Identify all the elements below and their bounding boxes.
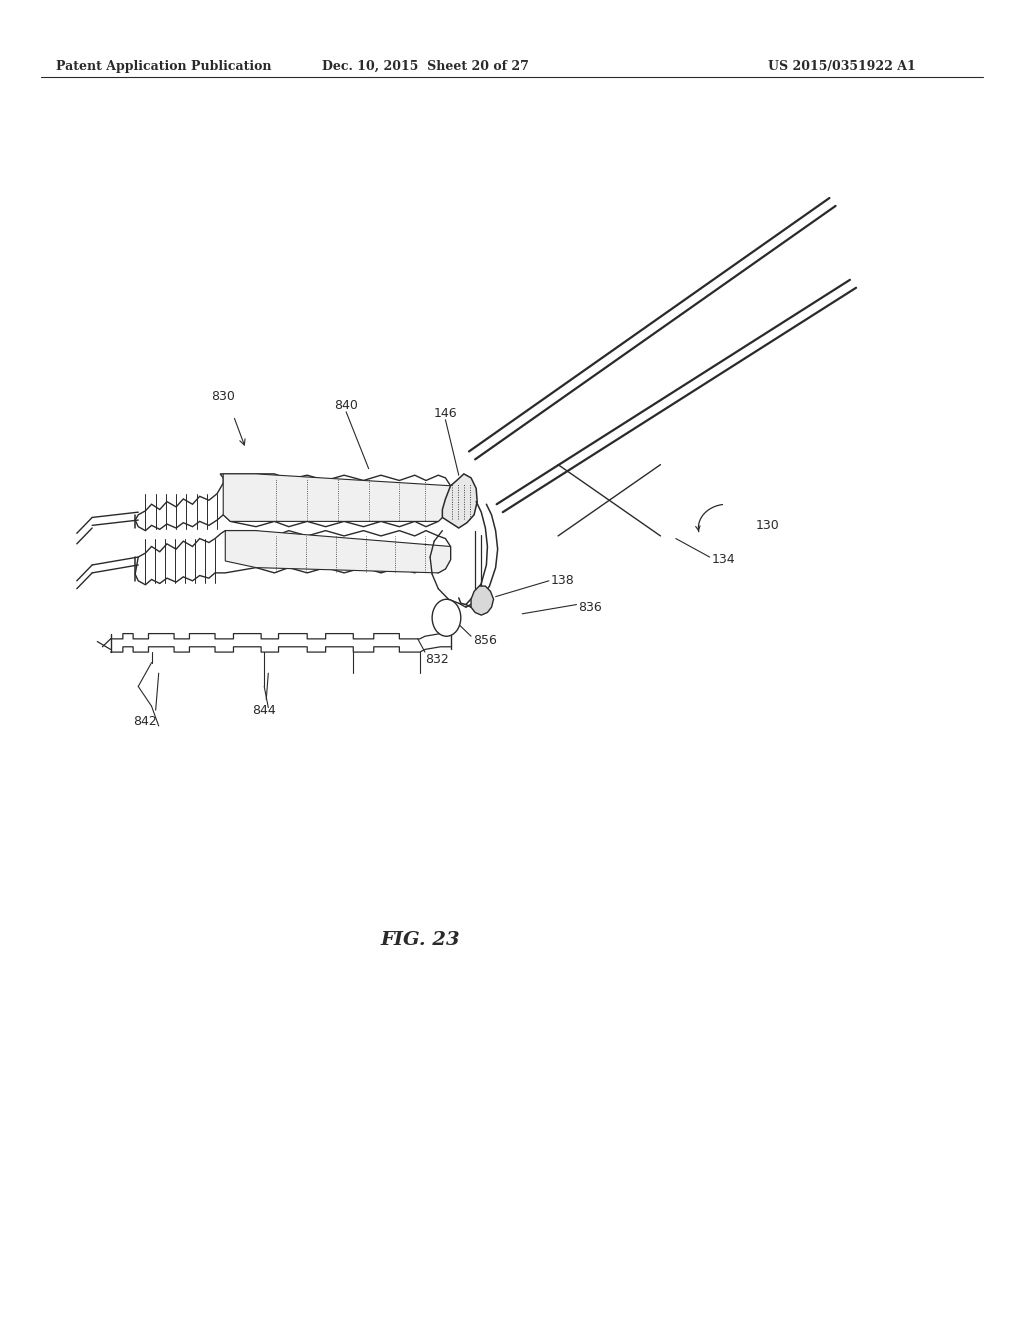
Polygon shape bbox=[223, 474, 451, 521]
Polygon shape bbox=[442, 474, 477, 528]
Text: 856: 856 bbox=[473, 634, 497, 647]
Text: Dec. 10, 2015  Sheet 20 of 27: Dec. 10, 2015 Sheet 20 of 27 bbox=[322, 59, 528, 73]
Text: US 2015/0351922 A1: US 2015/0351922 A1 bbox=[768, 59, 915, 73]
Polygon shape bbox=[471, 586, 494, 615]
Text: 146: 146 bbox=[433, 407, 458, 420]
Text: 138: 138 bbox=[551, 574, 574, 587]
Polygon shape bbox=[135, 531, 451, 585]
Text: FIG. 23: FIG. 23 bbox=[380, 931, 460, 949]
Polygon shape bbox=[225, 531, 451, 573]
Polygon shape bbox=[135, 474, 451, 531]
Text: 832: 832 bbox=[425, 653, 449, 667]
Text: 836: 836 bbox=[579, 601, 602, 614]
Circle shape bbox=[432, 599, 461, 636]
Text: 842: 842 bbox=[133, 715, 158, 729]
Text: 134: 134 bbox=[712, 553, 735, 566]
Text: 130: 130 bbox=[756, 519, 779, 532]
Text: 840: 840 bbox=[334, 399, 358, 412]
Text: 844: 844 bbox=[252, 704, 276, 717]
Text: Patent Application Publication: Patent Application Publication bbox=[56, 59, 271, 73]
Text: 830: 830 bbox=[211, 389, 236, 403]
